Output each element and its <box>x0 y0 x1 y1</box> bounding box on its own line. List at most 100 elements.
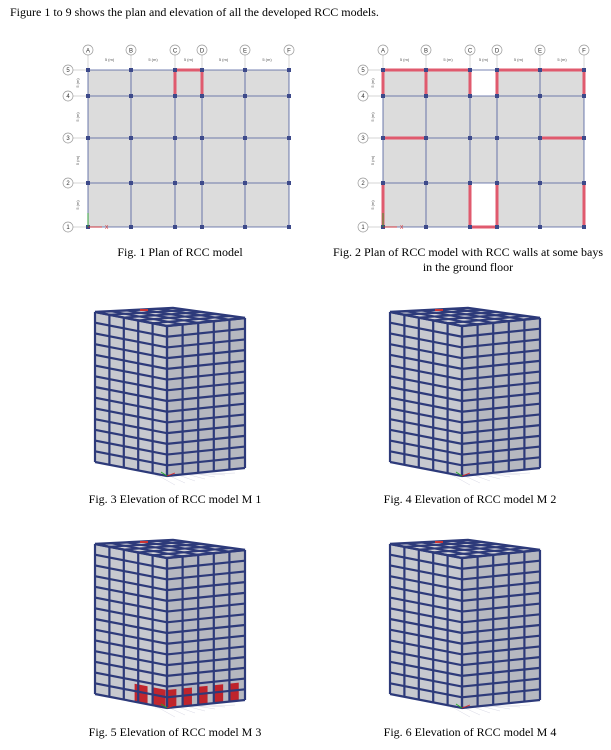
column <box>173 94 177 98</box>
roof-beam <box>436 540 509 555</box>
roof-beam <box>110 542 183 558</box>
grid-label-row-2: 2 <box>361 181 365 187</box>
span-dimension-label: 5 (m) <box>184 57 194 62</box>
column <box>582 225 586 229</box>
fig4-elevation-drawing <box>388 306 542 486</box>
grid-bubble-col-B <box>125 44 137 56</box>
column <box>381 136 385 140</box>
fig2-caption-line2: in the ground floor <box>422 260 514 274</box>
column <box>86 94 90 98</box>
column <box>86 181 90 185</box>
grid-label-col-D: D <box>495 49 500 55</box>
column <box>424 181 428 185</box>
column <box>129 68 133 72</box>
span-dimension-label: 5 (m) <box>370 112 375 122</box>
column <box>468 225 472 229</box>
grid-label-col-C: C <box>468 49 473 55</box>
grid-bubble-row-1 <box>357 221 369 233</box>
grid-label-col-B: B <box>424 49 428 55</box>
roof-beam <box>157 307 230 321</box>
span-dimension-label: 5 (m) <box>75 112 80 122</box>
x-axis-indicator <box>461 704 471 709</box>
roof-beam <box>405 542 478 558</box>
grid-label-row-4: 4 <box>361 94 365 100</box>
column <box>173 225 177 229</box>
column <box>582 136 586 140</box>
grid-label-col-F: F <box>582 49 586 55</box>
column <box>200 94 204 98</box>
grid-bubble-col-F <box>283 44 295 56</box>
column <box>582 68 586 72</box>
fig6-elevation-drawing <box>388 538 542 718</box>
intro-text: Figure 1 to 9 shows the plan and elevati… <box>10 5 379 19</box>
grid-bubble-col-C <box>169 44 181 56</box>
column <box>287 136 291 140</box>
rcc-wall-panel <box>213 684 224 704</box>
fig2-plan-drawing: A 5 (m) B 5 (m) C 5 (m) D 5 (m) E 5 (m) F 5 5 (m) 4 5 … <box>357 44 590 233</box>
grid-bubble-col-E <box>239 44 251 56</box>
grid-bubble-row-5 <box>62 64 74 76</box>
grid-bubble-row-2 <box>357 177 369 189</box>
column <box>495 94 499 98</box>
rcc-wall-panel <box>229 682 239 702</box>
column <box>243 136 247 140</box>
column <box>86 136 90 140</box>
column <box>381 68 385 72</box>
fig2-caption: Fig. 2 Plan of RCC model with RCC walls … <box>325 245 611 275</box>
fig6-caption: Fig. 6 Elevation of RCC model M 4 <box>383 725 557 739</box>
y-axis-indicator <box>160 703 168 709</box>
column <box>173 68 177 72</box>
roof-beam <box>421 309 494 324</box>
grid-bubble-col-B <box>420 44 432 56</box>
grid-bubble-col-F <box>578 44 590 56</box>
span-dimension-label: 5 (m) <box>514 57 524 62</box>
roof-beam <box>141 540 214 555</box>
grid-label-row-4: 4 <box>66 94 70 100</box>
roof-beam <box>110 310 183 326</box>
span-dimension-label: 5 (m) <box>75 78 80 88</box>
fig1-plan-drawing: A 5 (m) B 5 (m) C 5 (m) D 5 (m) E 5 (m) F 5 5 (m) 4 5 … <box>62 44 295 233</box>
grid-bubble-col-E <box>534 44 546 56</box>
roof-beam <box>452 307 525 321</box>
column <box>200 181 204 185</box>
column <box>582 94 586 98</box>
column <box>495 225 499 229</box>
span-dimension-label: 5 (m) <box>148 57 158 62</box>
column <box>243 94 247 98</box>
column <box>495 68 499 72</box>
span-dimension-label: 5 (m) <box>262 57 272 62</box>
grid-label-col-C: C <box>173 49 178 55</box>
column <box>468 68 472 72</box>
roof-wall-marker <box>435 541 443 543</box>
column <box>243 68 247 72</box>
column <box>538 94 542 98</box>
span-dimension-label: 5 (m) <box>75 200 80 210</box>
y-axis-indicator <box>455 703 463 709</box>
grid-label-row-5: 5 <box>361 68 365 74</box>
span-dimension-label: 5 (m) <box>219 57 229 62</box>
x-axis-indicator <box>166 704 176 709</box>
roof-beam <box>405 310 478 326</box>
column <box>86 68 90 72</box>
y-axis-indicator <box>455 471 463 477</box>
grid-bubble-col-C <box>464 44 476 56</box>
grid-bubble-col-A <box>377 44 389 56</box>
column <box>468 181 472 185</box>
column <box>173 136 177 140</box>
column <box>381 181 385 185</box>
grid-bubble-row-3 <box>357 132 369 144</box>
grid-label-row-1: 1 <box>66 225 70 231</box>
span-dimension-label: 5 (m) <box>75 155 80 165</box>
span-dimension-label: 5 (m) <box>443 57 453 62</box>
column <box>424 136 428 140</box>
grid-label-col-A: A <box>381 49 385 55</box>
column <box>173 181 177 185</box>
roof-beam <box>421 541 494 556</box>
column <box>468 136 472 140</box>
column <box>468 94 472 98</box>
roof-beam <box>126 541 199 556</box>
grid-label-col-E: E <box>538 49 542 55</box>
grid-bubble-row-4 <box>62 90 74 102</box>
column <box>424 68 428 72</box>
column <box>287 225 291 229</box>
